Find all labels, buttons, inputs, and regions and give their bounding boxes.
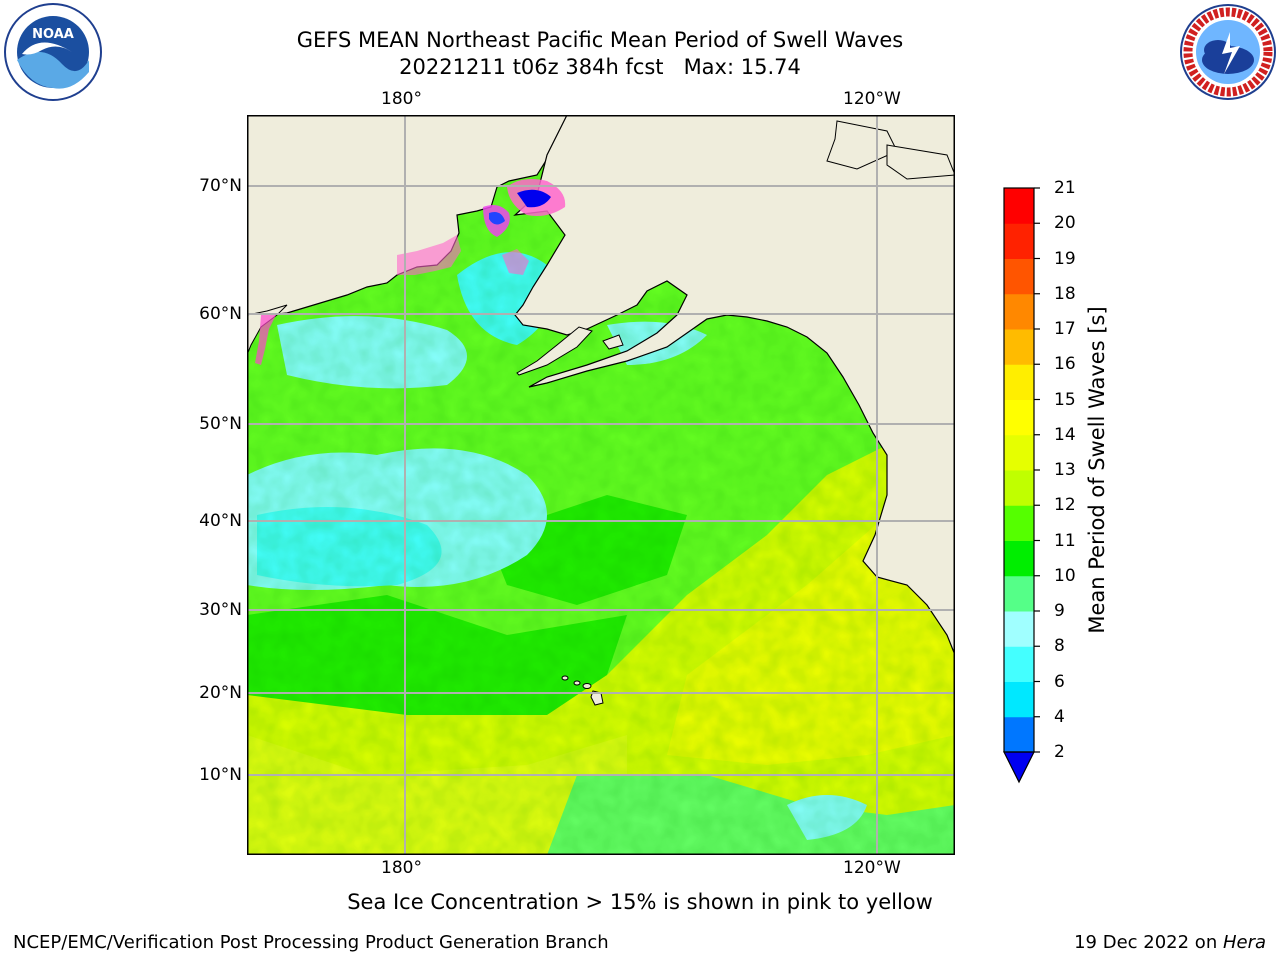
colorbar-tick-label: 10 xyxy=(1054,565,1076,586)
colorbar-segment xyxy=(1004,258,1034,295)
colorbar-extend-min xyxy=(1003,751,1035,784)
map-panel xyxy=(247,115,955,855)
colorbar-tick-label: 9 xyxy=(1054,601,1065,621)
colorbar-segment xyxy=(1004,646,1034,682)
lat-tick-30n: 30°N xyxy=(199,600,242,620)
lon-tick-top-180: 180° xyxy=(381,89,422,109)
sea-ice-core-bering xyxy=(489,212,505,225)
sea-ice-bering-sea xyxy=(397,235,461,275)
colorbar-tick-label: 12 xyxy=(1054,495,1076,516)
noaa-logo: NOAA xyxy=(4,3,102,101)
noaa-logo-text: NOAA xyxy=(32,27,74,42)
land-arctic-islands-east xyxy=(886,144,955,180)
sea-ice-okhotsk xyxy=(255,313,277,365)
colorbar-tick-label: 19 xyxy=(1054,248,1076,269)
colorbar-tick-label: 6 xyxy=(1054,671,1065,692)
lon-tick-bottom-120w: 120°W xyxy=(843,858,901,878)
colorbar-tick-label: 8 xyxy=(1054,636,1065,657)
colorbar xyxy=(1003,187,1040,784)
land-kodiak xyxy=(602,334,624,350)
colorbar-tick-label: 4 xyxy=(1054,706,1065,727)
map-frame xyxy=(247,115,955,855)
land-north-america xyxy=(513,115,955,656)
colorbar-segment xyxy=(1004,611,1034,647)
graticule xyxy=(247,115,955,855)
colorbar-tick-label: 13 xyxy=(1054,460,1076,480)
lat-tick-70n: 70°N xyxy=(199,176,242,196)
colorbar-segment xyxy=(1004,293,1034,330)
colorbar-segment xyxy=(1004,434,1034,471)
lat-tick-40n: 40°N xyxy=(199,511,242,531)
colorbar-segment xyxy=(1004,505,1034,541)
colorbar-tick-label: 11 xyxy=(1054,530,1076,551)
colorbar-segment xyxy=(1004,223,1034,259)
map-title: GEFS MEAN Northeast Pacific Mean Period … xyxy=(296,28,904,52)
land-hawaii xyxy=(561,675,604,706)
footer-date: 19 Dec 2022 on Hera xyxy=(1074,932,1266,953)
colorbar-tick-label: 14 xyxy=(1054,424,1076,445)
colorbar-tick-label: 2 xyxy=(1054,742,1065,762)
colorbar-tick-label: 21 xyxy=(1054,178,1076,198)
colorbar-tick-label: 16 xyxy=(1054,354,1076,375)
sea-ice-core-chukchi xyxy=(517,189,551,208)
colorbar-segment xyxy=(1004,470,1034,506)
lat-tick-10n: 10°N xyxy=(199,765,242,785)
lat-tick-50n: 50°N xyxy=(199,414,242,434)
footer-credit: NCEP/EMC/Verification Post Processing Pr… xyxy=(13,932,609,953)
lon-tick-top-120w: 120°W xyxy=(843,89,901,109)
colorbar-tick-label: 20 xyxy=(1054,213,1076,234)
lat-tick-60n: 60°N xyxy=(199,304,242,324)
colorbar-tick-label: 17 xyxy=(1054,319,1076,339)
lat-tick-20n: 20°N xyxy=(199,683,242,703)
colorbar-segment xyxy=(1004,188,1034,224)
colorbar-tick-label: 18 xyxy=(1054,283,1076,304)
colorbar-segment xyxy=(1004,329,1034,365)
lon-tick-bottom-180: 180° xyxy=(381,858,422,878)
footer-machine: Hera xyxy=(1222,932,1266,953)
colorbar-segment xyxy=(1004,540,1034,577)
colorbar-segment xyxy=(1004,716,1034,753)
colorbar-tick-label: 15 xyxy=(1054,389,1076,410)
colorbar-segment xyxy=(1004,575,1034,612)
colorbar-segment xyxy=(1004,681,1034,718)
colorbar-segment xyxy=(1004,364,1034,400)
land-alaska-peninsula xyxy=(516,326,593,376)
colorbar-segment xyxy=(1004,399,1034,436)
land-arctic-islands xyxy=(826,120,898,170)
sea-ice-note: Sea Ice Concentration > 15% is shown in … xyxy=(347,890,933,914)
map-subtitle: 20221211 t06z 384h fcst Max: 15.74 xyxy=(399,55,801,79)
sea-ice-norton xyxy=(502,249,529,275)
nws-logo xyxy=(1180,4,1276,100)
